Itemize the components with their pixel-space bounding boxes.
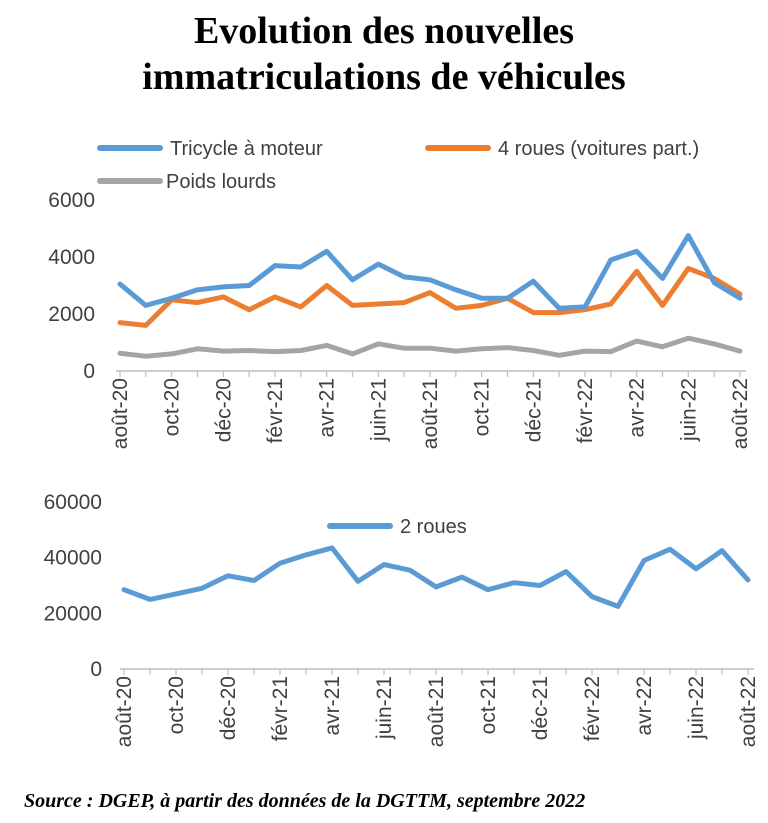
x-tick-label: juin-22 [677, 378, 700, 442]
x-tick-label: juin-22 [685, 676, 708, 740]
x-tick-label: déc-20 [217, 676, 240, 740]
chart-title: Evolution des nouvelles immatriculations… [0, 8, 768, 100]
x-tick-label: août-21 [419, 378, 442, 449]
y-tick-label: 4000 [48, 246, 95, 269]
y-tick-label: 40000 [44, 547, 102, 570]
x-tick-label: août-21 [425, 676, 448, 747]
y-tick-label: 0 [90, 658, 102, 681]
x-tick-label: août-20 [109, 378, 132, 449]
series-line-1 [121, 545, 751, 609]
y-tick-label: 60000 [44, 491, 102, 514]
series-line-2 [117, 265, 743, 328]
x-tick-label: avr-22 [633, 676, 656, 736]
x-tick-label: août-20 [113, 676, 136, 747]
x-tick-label: oct-21 [477, 676, 500, 734]
x-tick-label: août-22 [729, 378, 752, 449]
x-tick-label: juin-21 [373, 676, 396, 740]
y-tick-label: 6000 [48, 189, 95, 212]
y-tick-label: 2000 [48, 303, 95, 326]
x-tick-label: févr-22 [581, 676, 604, 741]
x-tick-label: oct-20 [165, 676, 188, 734]
x-tick-label: juin-21 [367, 378, 390, 442]
chart-2: 0 20000 40000 60000 août-20 oct-20 déc-20 févr-… [44, 491, 760, 747]
legend-label: Poids lourds [166, 171, 276, 193]
chart-1: 0 2000 4000 6000 août-20 oct-20 déc-20 févr-21 a… [48, 138, 752, 449]
x-tick-label: déc-20 [212, 378, 235, 442]
series-line-1 [117, 233, 743, 311]
x-tick-label: déc-21 [522, 378, 545, 442]
x-tick-label: avr-21 [316, 378, 339, 438]
x-tick-label: oct-20 [161, 378, 184, 436]
title-line-2: immatriculations de véhicules [142, 56, 626, 98]
x-tick-label: avr-21 [321, 676, 344, 736]
x-tick-label: avr-22 [626, 378, 649, 438]
series-line-3 [117, 335, 743, 359]
y-tick-label: 0 [83, 360, 95, 383]
x-tick-label: déc-21 [529, 676, 552, 740]
legend-label: 2 roues [400, 516, 467, 538]
x-tick-label: févr-21 [269, 676, 292, 741]
legend-label: 4 roues (voitures part.) [498, 138, 699, 160]
x-tick-label: oct-21 [471, 378, 494, 436]
legend-label: Tricycle à moteur [170, 138, 323, 160]
x-tick-label: févr-22 [574, 378, 597, 443]
x-tick-label: août-22 [737, 676, 760, 747]
x-tick-label: févr-21 [264, 378, 287, 443]
y-tick-label: 20000 [44, 602, 102, 625]
source-note: Source : DGEP, à partir des données de l… [24, 790, 586, 812]
title-line-1: Evolution des nouvelles [193, 10, 575, 52]
